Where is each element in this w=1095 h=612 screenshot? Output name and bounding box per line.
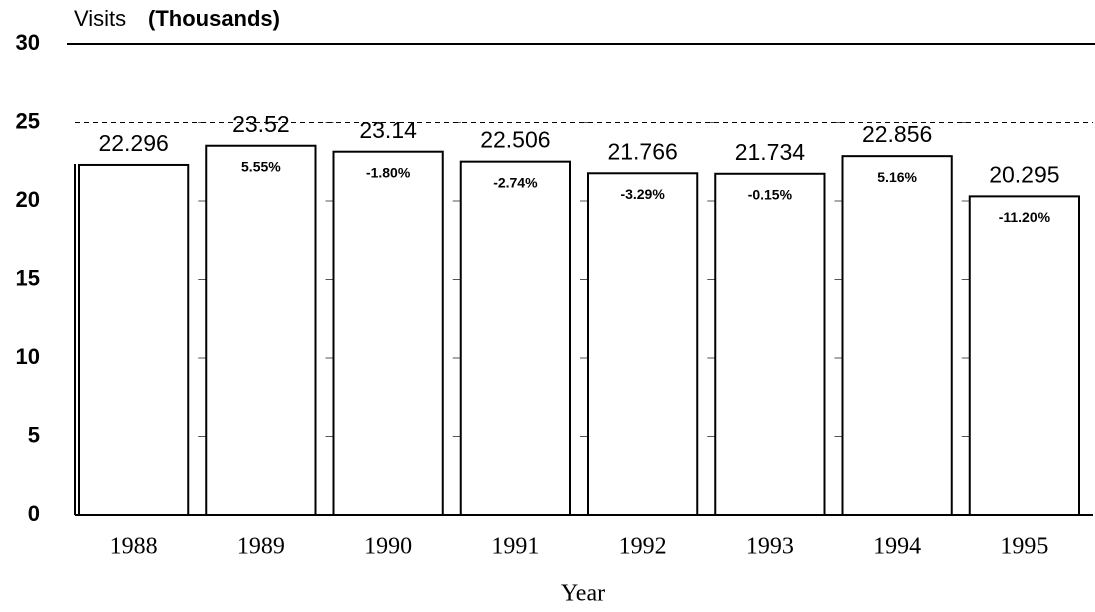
value-label: 22.856 [862,121,932,147]
bar [78,163,190,517]
x-tick-label: 1993 [746,534,794,560]
y-tick-label: 5 [28,422,40,447]
y-tick-label: 0 [28,501,40,526]
change-label: 5.16% [877,169,917,185]
y-tick-label: 20 [16,187,40,212]
change-label: -0.15% [748,186,793,202]
x-tick-label: 1994 [873,534,921,560]
x-tick-label: 1990 [364,534,412,560]
change-label: 5.55% [241,158,281,174]
y-axis-unit: (Thousands) [148,6,280,31]
y-tick-label: 25 [16,108,40,133]
value-label: 22.296 [98,130,168,156]
x-tick-label: 1988 [110,534,158,560]
x-tick-label: 1995 [1000,534,1048,560]
x-axis-label: Year [561,581,605,607]
bar [205,144,317,516]
value-label: 23.14 [359,117,417,143]
change-label: -11.20% [999,209,1051,225]
y-tick-label: 10 [16,344,40,369]
x-tick-label: 1992 [619,534,667,560]
bar [968,195,1080,516]
x-tick-label: 1991 [491,534,539,560]
y-tick-label: 30 [16,30,40,55]
value-label: 23.52 [232,111,290,137]
bar [841,155,953,516]
change-label: -2.74% [493,174,538,190]
value-label: 20.295 [989,161,1059,187]
bar [714,172,826,516]
value-label: 21.766 [607,138,677,164]
change-label: -1.80% [366,164,411,180]
x-tick-label: 1989 [237,534,285,560]
change-label: -3.29% [620,186,665,202]
y-axis-label: Visits [74,6,126,31]
y-tick-label: 15 [16,265,40,290]
bar [459,160,571,517]
bar [587,172,699,516]
bar [332,150,444,516]
value-label: 22.506 [480,127,550,153]
value-label: 21.734 [735,139,806,165]
